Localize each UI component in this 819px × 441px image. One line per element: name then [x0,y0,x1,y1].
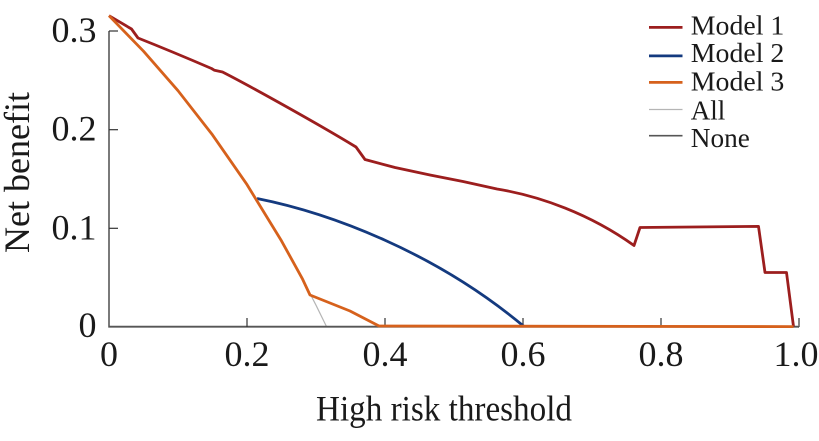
svg-text:Model 3: Model 3 [691,66,785,96]
svg-text:High risk threshold: High risk threshold [316,389,572,429]
svg-text:None: None [691,123,750,153]
svg-text:0.2: 0.2 [225,334,270,374]
svg-text:0.6: 0.6 [501,334,546,374]
svg-text:Model 1: Model 1 [691,11,785,41]
svg-text:All: All [691,95,726,125]
svg-text:0.2: 0.2 [52,109,97,149]
svg-text:0.8: 0.8 [639,334,684,374]
svg-text:0: 0 [79,305,97,345]
svg-text:Net benefit: Net benefit [0,92,37,253]
svg-text:0: 0 [100,334,118,374]
svg-text:1.0: 1.0 [774,334,819,374]
svg-text:Model 2: Model 2 [691,38,785,68]
svg-text:0.4: 0.4 [363,334,408,374]
svg-text:0.1: 0.1 [52,207,97,247]
svg-text:0.3: 0.3 [52,10,97,50]
